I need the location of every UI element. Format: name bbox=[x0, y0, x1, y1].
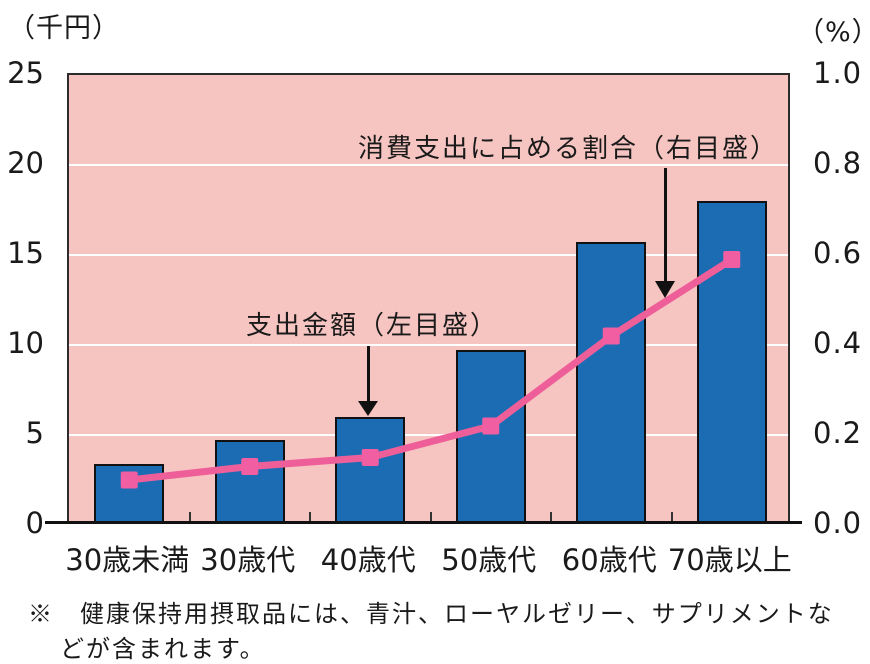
left-axis-tick-20: 20 bbox=[7, 146, 44, 180]
annotation-arrow-head-icon bbox=[655, 281, 675, 298]
x-axis-label-50歳代: 50歳代 bbox=[441, 543, 537, 577]
left-axis-tick-15: 15 bbox=[7, 236, 44, 270]
x-axis-label-60歳代: 60歳代 bbox=[561, 543, 657, 577]
right-axis-tick-0.6: 0.6 bbox=[813, 236, 863, 270]
category-boundary-tick bbox=[188, 512, 191, 523]
bar-60歳代 bbox=[576, 242, 647, 523]
x-axis-label-30歳代: 30歳代 bbox=[200, 543, 296, 577]
right-axis-tick-0.4: 0.4 bbox=[813, 326, 863, 360]
annotation-arrow-shaft bbox=[367, 346, 370, 402]
gridline bbox=[69, 434, 788, 436]
right-axis-tick-1.0: 1.0 bbox=[813, 56, 863, 90]
left-axis-tick-25: 25 bbox=[7, 56, 44, 90]
category-boundary-tick bbox=[550, 512, 552, 523]
gridline bbox=[69, 254, 788, 256]
category-boundary-tick bbox=[670, 512, 673, 523]
line-marker-60歳代 bbox=[602, 327, 620, 345]
ratio-line bbox=[128, 256, 734, 484]
line-marker-50歳代 bbox=[482, 417, 500, 435]
right-axis-unit-label: （%） bbox=[797, 17, 870, 48]
footnote-line-1: ※ 健康保持用摂取品には、青汁、ローヤルゼリー、サプリメントな bbox=[28, 600, 834, 628]
annotation-ratio-series: 消費支出に占める割合（右目盛） bbox=[358, 134, 779, 164]
bar-40歳代 bbox=[335, 416, 406, 523]
right-axis-tick-0.2: 0.2 bbox=[813, 416, 863, 450]
left-axis-tick-10: 10 bbox=[7, 326, 44, 360]
category-boundary-tick bbox=[429, 512, 432, 523]
annotation-arrow-head-icon bbox=[358, 401, 378, 416]
ratio-line-series bbox=[120, 251, 741, 489]
left-axis-unit-label: （千円） bbox=[8, 13, 120, 44]
right-axis-tick-0.0: 0.0 bbox=[813, 506, 863, 540]
line-marker-70歳以上 bbox=[723, 251, 741, 268]
gridline bbox=[69, 164, 788, 166]
right-axis-tick-0.8: 0.8 bbox=[813, 146, 863, 180]
annotation-arrow-shaft bbox=[664, 168, 667, 282]
left-axis-tick-5: 5 bbox=[25, 416, 44, 450]
gridline bbox=[69, 344, 788, 346]
x-axis-label-70歳以上: 70歳以上 bbox=[667, 543, 792, 577]
footnote-line-2: どが含まれます。 bbox=[60, 635, 266, 663]
x-axis-line bbox=[45, 521, 802, 524]
x-axis-label-40歳代: 40歳代 bbox=[320, 543, 416, 577]
category-boundary-tick bbox=[309, 512, 311, 523]
bar-30歳代 bbox=[214, 440, 285, 523]
left-axis-tick-0: 0 bbox=[25, 506, 44, 540]
line-marker-30歳未満 bbox=[120, 471, 138, 489]
plot-area bbox=[67, 73, 790, 523]
annotation-bar-series: 支出金額（左目盛） bbox=[246, 311, 499, 341]
line-marker-40歳代 bbox=[361, 449, 379, 466]
x-axis-label-30歳未満: 30歳未満 bbox=[65, 543, 190, 577]
line-marker-30歳代 bbox=[241, 458, 259, 475]
